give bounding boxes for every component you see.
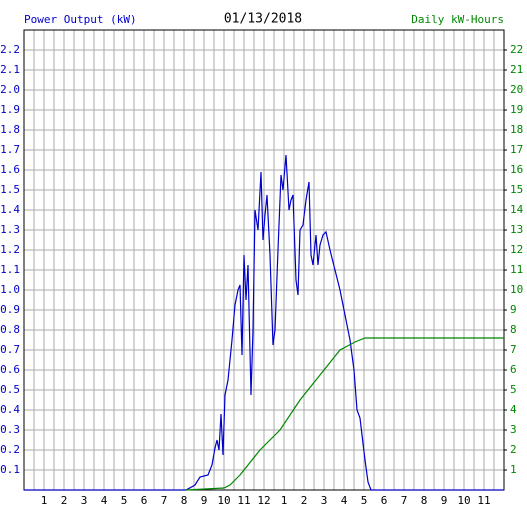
- x-tick-label: 3: [321, 494, 328, 507]
- y2-tick-label: 18: [510, 123, 523, 136]
- y-tick-label: 0.3: [0, 423, 20, 436]
- x-tick-label: 12: [257, 494, 270, 507]
- x-tick-label: 4: [101, 494, 108, 507]
- y-tick-label: 0.8: [0, 323, 20, 336]
- y2-tick-label: 8: [510, 323, 517, 336]
- y2-tick-label: 9: [510, 303, 517, 316]
- y2-tick-label: 3: [510, 423, 517, 436]
- y2-tick-label: 11: [510, 263, 523, 276]
- y-tick-label: 1.2: [0, 243, 20, 256]
- y-tick-label: 0.6: [0, 363, 20, 376]
- x-tick-label: 4: [341, 494, 348, 507]
- y-tick-label: 0.2: [0, 443, 20, 456]
- y2-tick-label: 12: [510, 243, 523, 256]
- x-tick-label: 2: [301, 494, 308, 507]
- y-tick-label: 1.4: [0, 203, 20, 216]
- x-tick-label: 11: [237, 494, 250, 507]
- x-tick-label: 7: [161, 494, 168, 507]
- x-tick-label: 11: [477, 494, 490, 507]
- y-tick-label: 2.2: [0, 43, 20, 56]
- x-tick-label: 7: [401, 494, 408, 507]
- y-tick-label: 1.7: [0, 143, 20, 156]
- y-tick-label: 1.9: [0, 103, 20, 116]
- y2-tick-label: 22: [510, 43, 523, 56]
- y2-tick-label: 6: [510, 363, 517, 376]
- y2-tick-label: 10: [510, 283, 523, 296]
- y2-axis-title: Daily kW-Hours: [411, 13, 504, 26]
- y2-tick-label: 20: [510, 83, 523, 96]
- x-tick-label: 9: [201, 494, 208, 507]
- y-tick-label: 1.8: [0, 123, 20, 136]
- y2-tick-label: 14: [510, 203, 524, 216]
- y2-tick-label: 2: [510, 443, 517, 456]
- y-tick-label: 0.1: [0, 463, 20, 476]
- y2-tick-label: 13: [510, 223, 523, 236]
- series-line: [24, 154, 504, 491]
- x-tick-label: 6: [141, 494, 148, 507]
- y2-tick-label: 16: [510, 163, 523, 176]
- y-axis-title: Power Output (kW): [24, 13, 137, 26]
- y2-tick-label: 1: [510, 463, 517, 476]
- y2-tick-label: 21: [510, 63, 523, 76]
- y-tick-label: 0.5: [0, 383, 20, 396]
- y2-tick-label: 15: [510, 183, 523, 196]
- y-tick-label: 1.6: [0, 163, 20, 176]
- x-tick-label: 9: [441, 494, 448, 507]
- x-tick-label: 2: [61, 494, 68, 507]
- x-tick-label: 8: [421, 494, 428, 507]
- y-tick-label: 0.4: [0, 403, 20, 416]
- x-tick-label: 1: [41, 494, 48, 507]
- y-tick-label: 0.7: [0, 343, 20, 356]
- x-tick-label: 6: [381, 494, 388, 507]
- y2-tick-label: 17: [510, 143, 523, 156]
- y-tick-label: 1.5: [0, 183, 20, 196]
- x-tick-label: 8: [181, 494, 188, 507]
- x-tick-label: 10: [457, 494, 470, 507]
- y-tick-label: 0.9: [0, 303, 20, 316]
- y-tick-label: 2.1: [0, 63, 20, 76]
- x-tick-label: 5: [121, 494, 128, 507]
- y2-tick-label: 7: [510, 343, 517, 356]
- y2-tick-label: 5: [510, 383, 517, 396]
- x-tick-label: 1: [281, 494, 288, 507]
- x-tick-label: 10: [217, 494, 230, 507]
- y-tick-label: 2.0: [0, 83, 20, 96]
- y2-tick-label: 4: [510, 403, 517, 416]
- y2-tick-label: 19: [510, 103, 523, 116]
- y-tick-label: 1.3: [0, 223, 20, 236]
- x-tick-label: 5: [361, 494, 368, 507]
- y-tick-label: 1.1: [0, 263, 20, 276]
- plot-border: [23, 29, 505, 491]
- chart-title: 01/13/2018: [224, 12, 302, 27]
- x-tick-label: 3: [81, 494, 88, 507]
- series-line: [185, 337, 504, 491]
- y-tick-label: 1.0: [0, 283, 20, 296]
